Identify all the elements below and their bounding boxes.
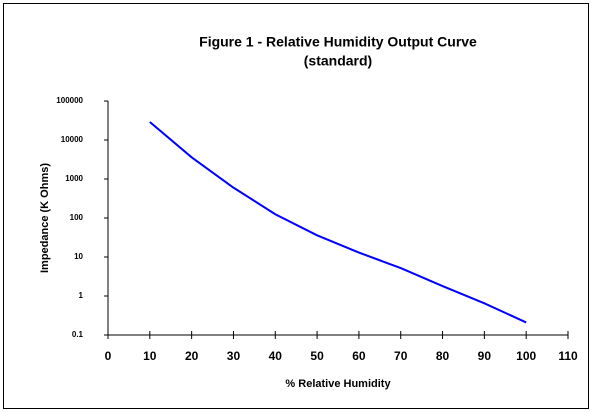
x-tick-label: 90 bbox=[478, 349, 492, 363]
x-tick-label: 60 bbox=[352, 349, 366, 363]
x-tick-label: 110 bbox=[558, 349, 578, 363]
chart-subtitle: (standard) bbox=[304, 53, 372, 69]
y-tick-label: 1 bbox=[79, 291, 84, 300]
y-tick-label: 100 bbox=[70, 213, 84, 222]
x-tick-label: 40 bbox=[269, 349, 283, 363]
x-tick-label: 70 bbox=[394, 349, 408, 363]
x-axis-label: % Relative Humidity bbox=[285, 378, 391, 390]
y-axis-label: Impedance (K Ohms) bbox=[39, 163, 51, 273]
x-tick-label: 30 bbox=[227, 349, 241, 363]
y-tick-label: 10000 bbox=[61, 135, 84, 144]
y-tick-label: 100000 bbox=[56, 96, 83, 105]
x-tick-label: 20 bbox=[185, 349, 199, 363]
x-tick-label: 80 bbox=[436, 349, 450, 363]
chart-border bbox=[3, 3, 589, 409]
x-tick-label: 100 bbox=[516, 349, 536, 363]
chart-title: Figure 1 - Relative Humidity Output Curv… bbox=[199, 34, 477, 50]
y-tick-label: 1000 bbox=[65, 174, 83, 183]
x-tick-label: 10 bbox=[143, 349, 157, 363]
y-tick-label: 10 bbox=[74, 252, 83, 261]
x-tick-label: 50 bbox=[310, 349, 324, 363]
line-series bbox=[149, 121, 527, 324]
y-tick-label: 0.1 bbox=[72, 330, 84, 339]
x-tick-label: 0 bbox=[105, 349, 112, 363]
